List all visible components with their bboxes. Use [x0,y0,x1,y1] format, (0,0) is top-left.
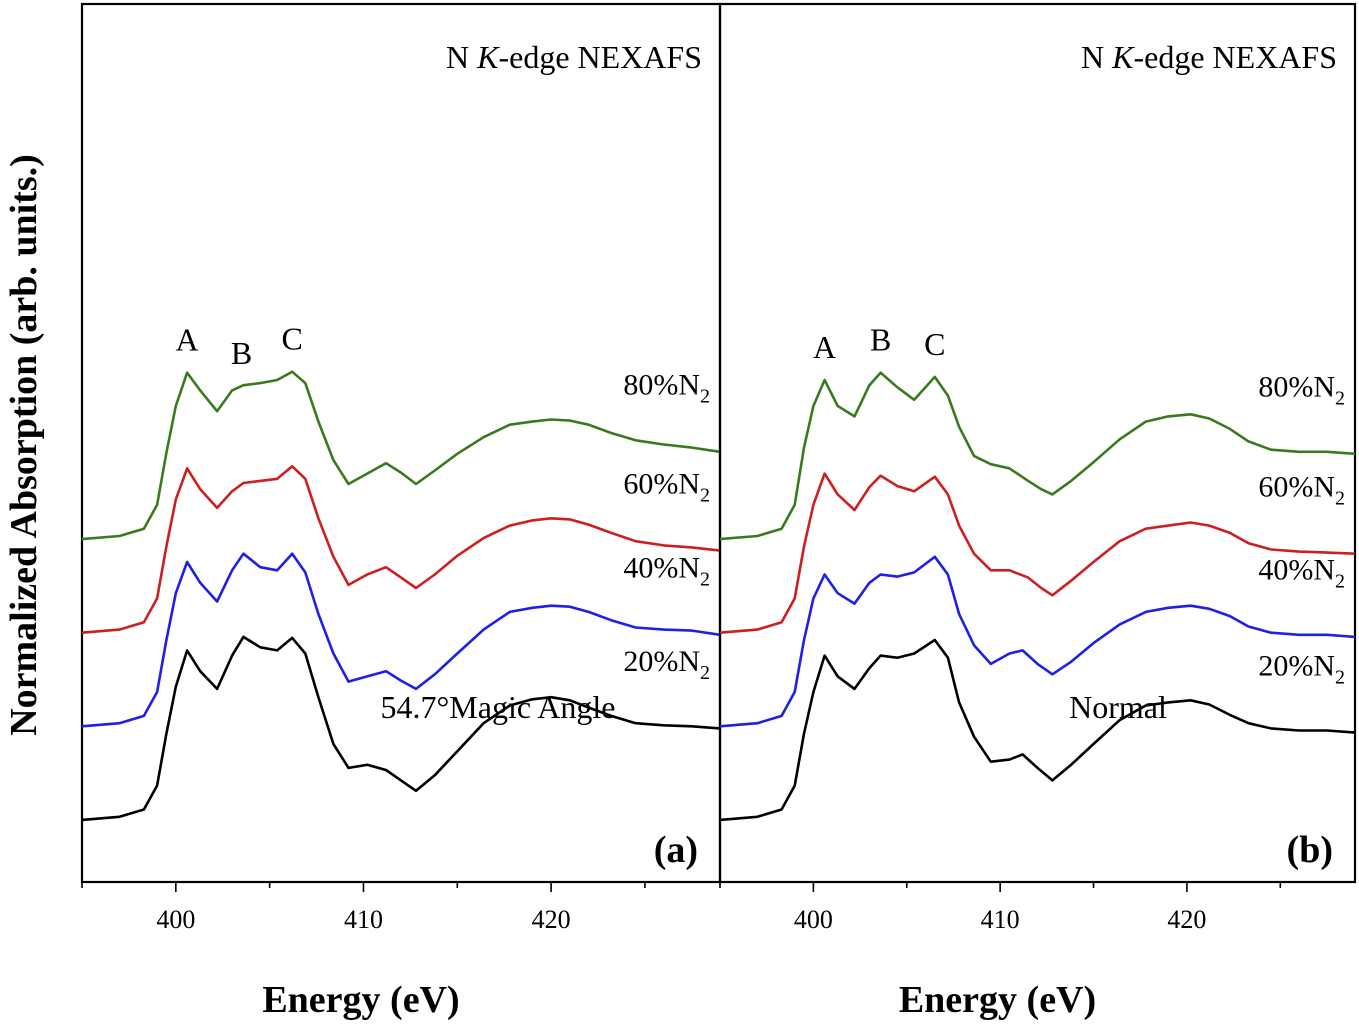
series-line-60pct-n2 [719,472,1356,634]
y-axis-title-group: Normalized Absorption (arb. units.) [3,154,45,736]
panel-title: N K-edge NEXAFS [1081,39,1337,75]
peak-label-b: B [870,322,891,358]
panel-id-label: (b) [1287,829,1333,871]
panels-layer: 400 410 420 Energy (eV) N K-edge NEXAFS 54.7°… [80,2,1357,1021]
series-label: 20%N2 [1258,649,1345,688]
x-tick-label: 420 [1167,905,1206,934]
series-label: 60%N2 [623,467,710,506]
series-label: 80%N2 [1258,371,1345,410]
x-tick-label: 410 [981,905,1020,934]
x-tick-label: 400 [156,905,195,934]
series-label: 40%N2 [1258,554,1345,593]
peak-label-a: A [813,329,836,365]
series-line-80pct-n2 [719,371,1356,541]
series-line-60pct-n2 [81,465,721,634]
panel-title: N K-edge NEXAFS [446,39,702,75]
y-axis-title: Normalized Absorption (arb. units.) [3,154,45,736]
panel-b: 400 410 420 Energy (eV) N K-edge NEXAFS Norma… [718,2,1357,1021]
x-tick-label: 410 [344,905,383,934]
x-axis-title: Energy (eV) [899,979,1096,1021]
series-line-20pct-n2 [719,638,1356,822]
plot-frame [80,2,722,884]
x-axis-title: Energy (eV) [262,979,459,1021]
series-label: 80%N2 [623,369,710,408]
plot-frame [718,2,1357,884]
series-line-40pct-n2 [719,555,1356,728]
series-line-40pct-n2 [81,552,721,728]
condition-label: 54.7°Magic Angle [381,689,616,725]
x-tick-label: 420 [532,905,571,934]
series-line-20pct-n2 [81,635,721,822]
peak-label-c: C [281,321,302,357]
peak-label-b: B [231,335,252,371]
panel-id-label: (a) [654,829,698,871]
condition-label: Normal [1069,689,1167,725]
series-label: 60%N2 [1258,470,1345,509]
peak-label-c: C [924,326,945,362]
series-label: 40%N2 [623,552,710,591]
x-tick-label: 400 [794,905,833,934]
series-line-80pct-n2 [81,370,721,541]
series-label: 20%N2 [623,645,710,684]
panel-a: 400 410 420 Energy (eV) N K-edge NEXAFS 54.7°… [80,2,722,1021]
peak-label-a: A [176,322,199,358]
